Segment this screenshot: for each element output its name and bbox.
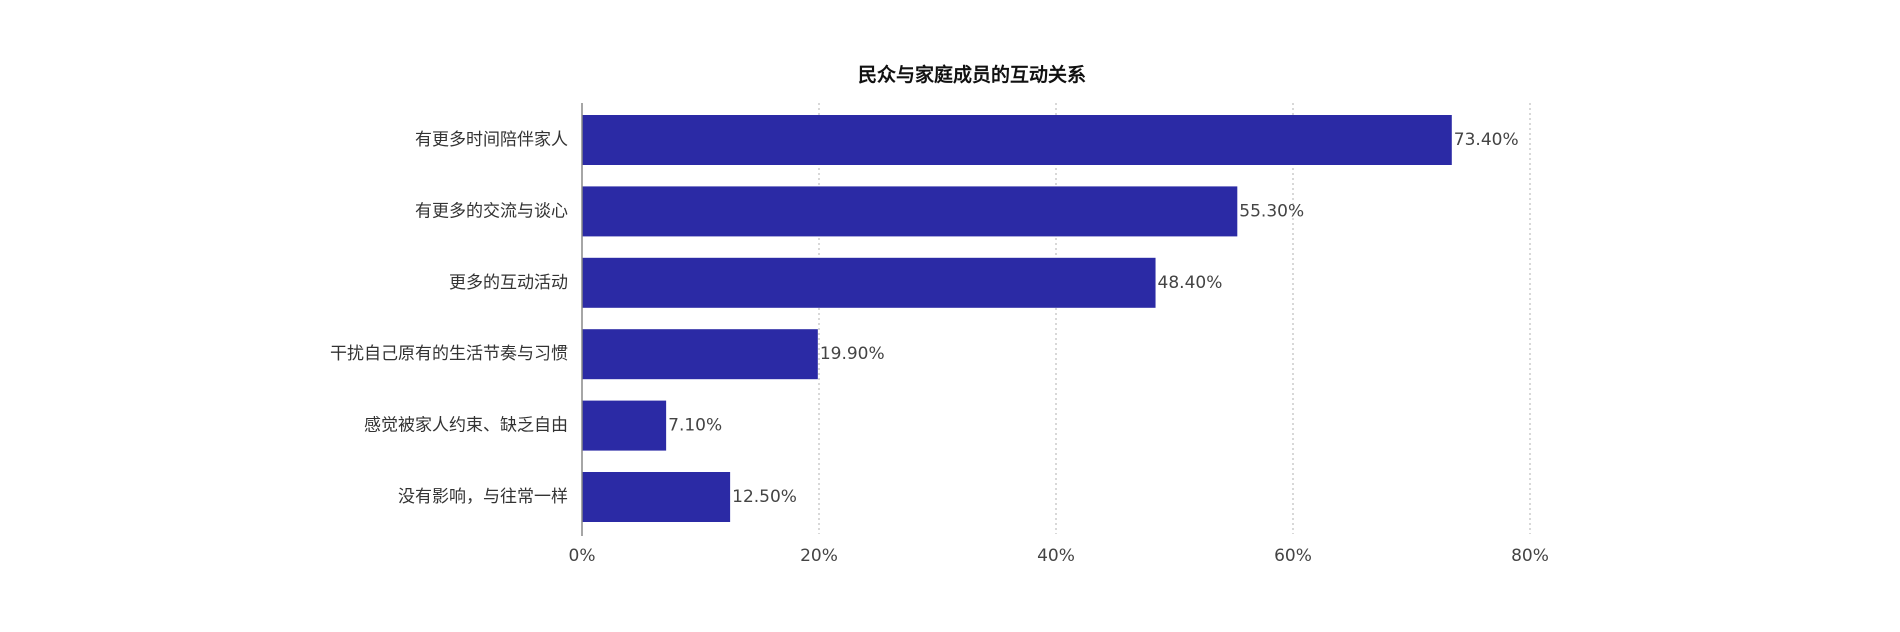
x-tick-label: 40% <box>1037 546 1075 566</box>
category-label: 更多的互动活动 <box>449 273 568 293</box>
bar <box>582 257 1156 308</box>
data-label: 55.30% <box>1239 201 1304 221</box>
chart-title: 民众与家庭成员的互动关系 <box>857 64 1086 86</box>
bar <box>582 329 818 380</box>
category-label: 干扰自己原有的生活节奏与习惯 <box>330 344 568 364</box>
data-label: 7.10% <box>668 416 722 436</box>
bar <box>582 186 1238 237</box>
bar <box>582 400 667 451</box>
category-label: 没有影响，与往常一样 <box>398 487 568 507</box>
x-tick-label: 60% <box>1274 546 1312 566</box>
data-label: 48.40% <box>1158 273 1223 293</box>
data-label: 73.40% <box>1454 130 1519 150</box>
category-label: 有更多时间陪伴家人 <box>415 130 568 150</box>
category-label: 有更多的交流与谈心 <box>415 201 568 221</box>
x-tick-label: 80% <box>1511 546 1549 566</box>
data-label: 12.50% <box>732 487 797 507</box>
bar <box>582 472 731 522</box>
data-label: 19.90% <box>820 344 885 364</box>
x-tick-label: 20% <box>800 546 838 566</box>
category-label: 感觉被家人约束、缺乏自由 <box>364 416 568 436</box>
bar <box>582 115 1452 165</box>
x-tick-label: 0% <box>569 546 596 566</box>
